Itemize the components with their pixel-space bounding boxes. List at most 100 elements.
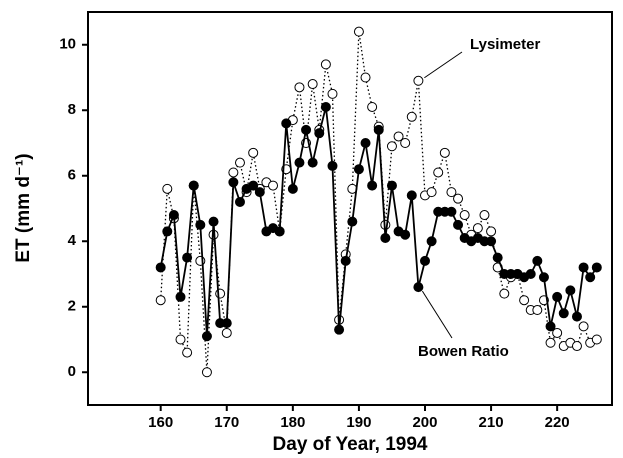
series-line: [159, 106, 598, 337]
data-point: [419, 255, 430, 266]
data-point: [486, 226, 497, 237]
y-axis-label: ET (mm d⁻¹): [13, 153, 34, 262]
data-point: [578, 321, 589, 332]
data-point: [486, 236, 497, 247]
data-point: [519, 295, 530, 306]
data-point: [386, 180, 397, 191]
data-point: [446, 206, 457, 217]
data-point: [353, 164, 364, 175]
data-point: [248, 180, 259, 191]
data-point: [215, 288, 226, 299]
y-tick-label: 6: [68, 167, 76, 184]
data-point: [552, 291, 563, 302]
data-point: [571, 341, 582, 352]
annotation: Bowen Ratio: [418, 343, 509, 360]
data-point: [234, 157, 245, 168]
data-point: [426, 187, 437, 198]
data-point: [367, 180, 378, 191]
data-point: [413, 282, 424, 293]
data-point: [221, 327, 232, 338]
data-point: [208, 216, 219, 227]
data-point: [274, 226, 285, 237]
data-point: [228, 167, 239, 178]
data-point: [353, 26, 364, 37]
data-point: [334, 324, 345, 335]
data-point: [287, 183, 298, 194]
data-point: [532, 255, 543, 266]
data-point: [538, 272, 549, 283]
y-tick-label: 8: [68, 101, 76, 118]
annotation-arrow: [424, 51, 463, 79]
data-point: [571, 311, 582, 322]
plot-frame: [87, 11, 613, 406]
data-point: [254, 187, 265, 198]
annotation-arrow: [421, 290, 453, 339]
data-point: [545, 337, 556, 348]
data-point: [492, 252, 503, 263]
data-point: [386, 141, 397, 152]
x-tick-label: 170: [214, 414, 239, 431]
data-point: [155, 262, 166, 273]
data-point: [221, 318, 232, 329]
y-tick-label: 2: [68, 298, 76, 315]
data-point: [545, 321, 556, 332]
data-point: [294, 157, 305, 168]
data-point: [188, 180, 199, 191]
data-point: [155, 295, 166, 306]
annotation: Lysimeter: [470, 36, 540, 53]
data-point: [459, 210, 470, 221]
data-point: [406, 111, 417, 122]
data-point: [499, 288, 510, 299]
data-point: [367, 101, 378, 112]
data-point: [175, 334, 186, 345]
data-point: [162, 226, 173, 237]
data-point: [168, 210, 179, 221]
data-point: [201, 331, 212, 342]
data-point: [182, 252, 193, 263]
data-point: [301, 124, 312, 135]
data-point: [360, 72, 371, 83]
data-point: [525, 269, 536, 279]
data-point: [591, 262, 602, 273]
data-point: [453, 219, 464, 230]
data-point: [327, 160, 338, 171]
data-point: [472, 223, 483, 234]
y-tick-label: 10: [59, 36, 76, 53]
data-point: [558, 308, 569, 319]
y-tick-label: 4: [68, 232, 77, 249]
data-point: [320, 101, 331, 112]
data-point: [393, 131, 404, 142]
x-axis-label: Day of Year, 1994: [273, 434, 428, 455]
data-point: [552, 327, 563, 338]
y-tick-label: 0: [68, 363, 76, 380]
x-tick-label: 160: [148, 414, 173, 431]
data-point: [314, 128, 325, 139]
data-point: [307, 157, 318, 168]
data-point: [234, 196, 245, 207]
data-point: [591, 334, 602, 345]
data-point: [413, 75, 424, 86]
data-point: [446, 187, 457, 198]
data-point: [228, 177, 239, 188]
x-tick-label: 210: [479, 414, 504, 431]
x-tick-label: 220: [545, 414, 570, 431]
data-point: [162, 183, 173, 194]
data-point: [380, 232, 391, 243]
data-point: [426, 236, 437, 247]
data-point: [360, 138, 371, 148]
data-point: [406, 190, 417, 201]
data-point: [400, 229, 411, 240]
data-point: [532, 305, 543, 316]
data-point: [320, 59, 331, 70]
data-point: [400, 138, 411, 148]
x-tick-label: 180: [280, 414, 305, 431]
data-point: [268, 180, 279, 191]
data-point: [281, 118, 292, 129]
data-point: [327, 88, 338, 99]
data-point: [195, 219, 206, 230]
data-point: [201, 367, 212, 378]
data-point: [565, 285, 576, 296]
x-tick-label: 200: [412, 414, 437, 431]
data-point: [453, 193, 464, 204]
